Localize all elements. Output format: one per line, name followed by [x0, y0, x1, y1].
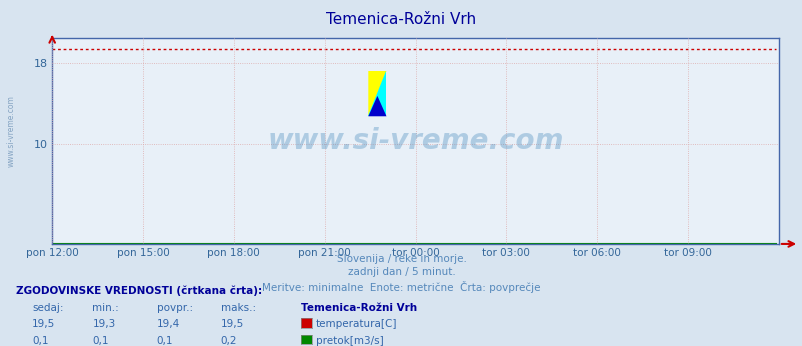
- Polygon shape: [368, 96, 386, 116]
- Text: maks.:: maks.:: [221, 303, 256, 313]
- Text: zadnji dan / 5 minut.: zadnji dan / 5 minut.: [347, 267, 455, 277]
- Text: www.si-vreme.com: www.si-vreme.com: [6, 95, 15, 167]
- Text: 19,4: 19,4: [156, 319, 180, 329]
- Text: Meritve: minimalne  Enote: metrične  Črta: povprečje: Meritve: minimalne Enote: metrične Črta:…: [262, 281, 540, 293]
- Text: 0,1: 0,1: [32, 336, 49, 346]
- Text: www.si-vreme.com: www.si-vreme.com: [267, 127, 563, 155]
- Text: Temenica-Rožni Vrh: Temenica-Rožni Vrh: [326, 12, 476, 27]
- Text: povpr.:: povpr.:: [156, 303, 192, 313]
- Text: Temenica-Rožni Vrh: Temenica-Rožni Vrh: [301, 303, 417, 313]
- Text: 19,5: 19,5: [221, 319, 244, 329]
- Text: 0,2: 0,2: [221, 336, 237, 346]
- Polygon shape: [368, 71, 386, 116]
- Text: ZGODOVINSKE VREDNOSTI (črtkana črta):: ZGODOVINSKE VREDNOSTI (črtkana črta):: [16, 285, 262, 296]
- Polygon shape: [368, 71, 386, 116]
- Text: sedaj:: sedaj:: [32, 303, 63, 313]
- Text: 0,1: 0,1: [156, 336, 173, 346]
- Text: temperatura[C]: temperatura[C]: [315, 319, 396, 329]
- Text: 19,5: 19,5: [32, 319, 55, 329]
- Text: Slovenija / reke in morje.: Slovenija / reke in morje.: [336, 254, 466, 264]
- Text: pretok[m3/s]: pretok[m3/s]: [315, 336, 383, 346]
- Text: 0,1: 0,1: [92, 336, 109, 346]
- Text: min.:: min.:: [92, 303, 119, 313]
- Text: 19,3: 19,3: [92, 319, 115, 329]
